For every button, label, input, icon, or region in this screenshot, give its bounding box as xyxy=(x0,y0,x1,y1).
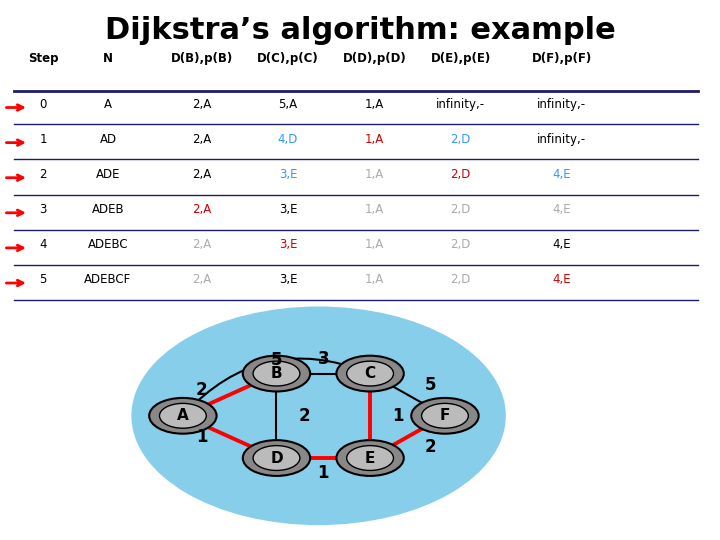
Text: 1: 1 xyxy=(40,133,47,146)
Text: 3: 3 xyxy=(40,203,47,216)
Text: A: A xyxy=(177,408,189,423)
Text: 1,A: 1,A xyxy=(365,98,384,111)
Text: infinity,-: infinity,- xyxy=(537,98,586,111)
Text: F: F xyxy=(440,408,450,423)
Text: 2,D: 2,D xyxy=(451,133,471,146)
Text: N: N xyxy=(103,52,113,65)
Text: 2,D: 2,D xyxy=(451,168,471,181)
Text: C: C xyxy=(364,366,376,381)
Circle shape xyxy=(253,446,300,470)
Circle shape xyxy=(411,398,479,434)
Ellipse shape xyxy=(132,307,506,525)
Text: 2: 2 xyxy=(196,381,207,399)
Text: 4: 4 xyxy=(40,238,47,251)
Circle shape xyxy=(347,446,394,470)
Text: 2: 2 xyxy=(425,438,437,456)
Text: Step: Step xyxy=(28,52,58,65)
Text: D: D xyxy=(270,450,283,465)
Text: ADEB: ADEB xyxy=(91,203,125,216)
Circle shape xyxy=(243,356,310,392)
Circle shape xyxy=(336,356,404,392)
Circle shape xyxy=(243,440,310,476)
Text: D(D),p(D): D(D),p(D) xyxy=(343,52,406,65)
Text: D(B),p(B): D(B),p(B) xyxy=(171,52,233,65)
Text: ADE: ADE xyxy=(96,168,120,181)
Text: 5,A: 5,A xyxy=(279,98,297,111)
Text: 5: 5 xyxy=(426,376,436,394)
Text: 3,E: 3,E xyxy=(279,273,297,286)
Text: 2,A: 2,A xyxy=(192,273,211,286)
Text: 0: 0 xyxy=(40,98,47,111)
Text: Dijkstra’s algorithm: example: Dijkstra’s algorithm: example xyxy=(104,16,616,45)
Text: 1: 1 xyxy=(392,407,404,425)
Text: E: E xyxy=(365,450,375,465)
Circle shape xyxy=(253,361,300,386)
Text: 3,E: 3,E xyxy=(279,168,297,181)
Text: 2,D: 2,D xyxy=(451,238,471,251)
Text: ADEBCF: ADEBCF xyxy=(84,273,132,286)
Text: 3: 3 xyxy=(318,350,329,368)
Text: B: B xyxy=(271,366,282,381)
Text: 2: 2 xyxy=(299,407,310,425)
Text: 2,D: 2,D xyxy=(451,203,471,216)
Text: 2: 2 xyxy=(40,168,47,181)
Text: D(C),p(C): D(C),p(C) xyxy=(257,52,319,65)
Text: 2,A: 2,A xyxy=(192,133,211,146)
Text: 4,D: 4,D xyxy=(278,133,298,146)
Text: infinity,-: infinity,- xyxy=(537,133,586,146)
Text: 1: 1 xyxy=(318,464,329,482)
Text: 1,A: 1,A xyxy=(365,203,384,216)
Circle shape xyxy=(421,403,468,428)
Text: 3,E: 3,E xyxy=(279,203,297,216)
Text: ADEBC: ADEBC xyxy=(88,238,128,251)
Text: 2,A: 2,A xyxy=(192,203,211,216)
Text: 1,A: 1,A xyxy=(365,273,384,286)
Text: infinity,-: infinity,- xyxy=(436,98,485,111)
Text: D(F),p(F): D(F),p(F) xyxy=(531,52,592,65)
Text: AD: AD xyxy=(99,133,117,146)
Text: 5: 5 xyxy=(271,351,282,369)
Text: 2,A: 2,A xyxy=(192,238,211,251)
Circle shape xyxy=(347,361,394,386)
Text: 1,A: 1,A xyxy=(365,238,384,251)
Text: 4,E: 4,E xyxy=(552,168,571,181)
Text: 1,A: 1,A xyxy=(365,168,384,181)
Text: 2,A: 2,A xyxy=(192,168,211,181)
Circle shape xyxy=(160,403,207,428)
Circle shape xyxy=(149,398,217,434)
Text: 1: 1 xyxy=(196,428,207,446)
Text: 1,A: 1,A xyxy=(365,133,384,146)
Text: 4,E: 4,E xyxy=(552,273,571,286)
Text: 5: 5 xyxy=(40,273,47,286)
Text: D(E),p(E): D(E),p(E) xyxy=(431,52,491,65)
Text: 2,A: 2,A xyxy=(192,98,211,111)
Text: 3,E: 3,E xyxy=(279,238,297,251)
FancyArrowPatch shape xyxy=(185,359,367,414)
Text: 4,E: 4,E xyxy=(552,203,571,216)
Circle shape xyxy=(336,440,404,476)
Text: 4,E: 4,E xyxy=(552,238,571,251)
Text: 2,D: 2,D xyxy=(451,273,471,286)
Text: A: A xyxy=(104,98,112,111)
